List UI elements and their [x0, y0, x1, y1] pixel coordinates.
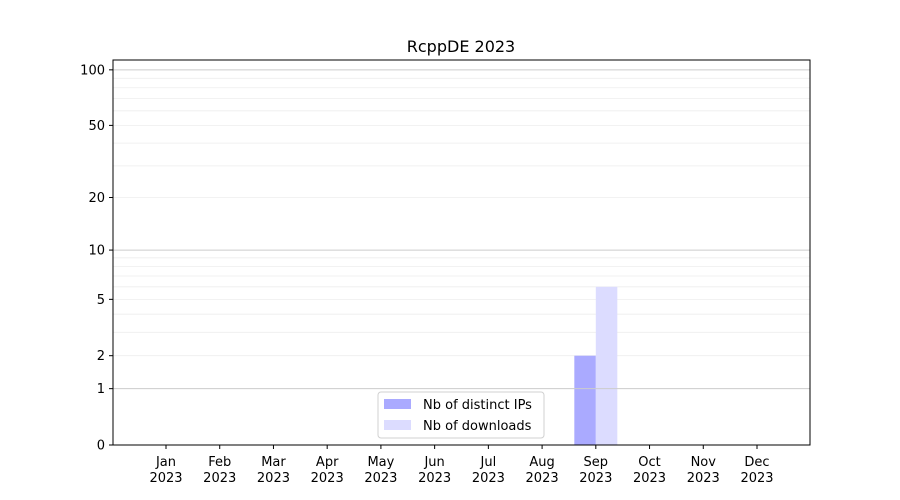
legend-swatch	[384, 420, 411, 430]
chart-title: RcppDE 2023	[407, 37, 515, 56]
y-tick-label: 10	[88, 244, 105, 259]
y-tick-label: 0	[97, 439, 105, 454]
x-tick-label: Jul 2023	[472, 455, 505, 486]
legend-swatch	[384, 399, 411, 409]
y-tick-label: 100	[80, 63, 105, 78]
legend-label: Nb of downloads	[423, 419, 532, 434]
x-tick-label: Dec 2023	[740, 455, 773, 486]
x-tick-label: Oct 2023	[633, 455, 666, 486]
y-tick-label: 2	[97, 349, 105, 364]
legend-label: Nb of distinct IPs	[423, 398, 532, 413]
x-tick-label: Apr 2023	[311, 455, 344, 486]
y-tick-label: 5	[97, 293, 105, 308]
bar-distinct-ips	[574, 355, 596, 445]
legend-box	[377, 391, 545, 439]
x-tick-label: Feb 2023	[203, 455, 236, 486]
x-tick-label: Sep 2023	[579, 455, 612, 486]
legend: Nb of distinct IPs Nb of downloads	[377, 391, 545, 439]
x-tick-label: Jun 2023	[418, 455, 451, 486]
x-tick-label: Nov 2023	[687, 455, 720, 486]
y-tick-label: 20	[88, 191, 105, 206]
y-tick-label: 50	[88, 119, 105, 134]
x-tick-label: May 2023	[364, 455, 397, 486]
x-tick-label: Mar 2023	[257, 455, 290, 486]
y-tick-label: 1	[97, 382, 105, 397]
x-tick-label: Aug 2023	[526, 455, 559, 486]
bar-downloads	[595, 286, 618, 445]
plot-area	[112, 59, 811, 446]
x-tick-label: Jan 2023	[149, 455, 182, 486]
